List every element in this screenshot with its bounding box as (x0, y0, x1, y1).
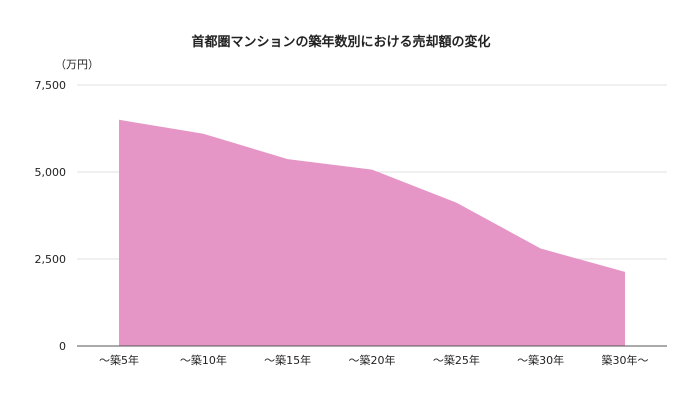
y-axis-unit-label: （万円） (55, 58, 99, 71)
x-tick-label: ～築15年 (264, 353, 311, 367)
y-tick-label: 0 (59, 340, 66, 353)
x-tick-label: ～築30年 (517, 353, 564, 367)
x-axis-ticks: ～築5年 ～築10年 ～築15年 ～築20年 ～築25年 ～築30年 築30年～ (99, 353, 649, 367)
area-series (119, 119, 625, 346)
x-tick-label: ～築5年 (99, 353, 139, 367)
chart-title: 首都圏マンションの築年数別における売却額の変化 (191, 34, 490, 50)
y-axis-ticks: 0 2,500 5,000 7,500 (35, 79, 67, 353)
y-tick-label: 2,500 (35, 253, 67, 266)
y-tick-label: 7,500 (35, 79, 67, 92)
area-fill (119, 119, 625, 346)
x-tick-label: ～築25年 (433, 353, 480, 367)
x-tick-label: ～築20年 (349, 353, 396, 367)
x-tick-label: 築30年～ (602, 353, 649, 367)
x-tick-label: ～築10年 (180, 353, 227, 367)
y-tick-label: 5,000 (35, 166, 67, 179)
